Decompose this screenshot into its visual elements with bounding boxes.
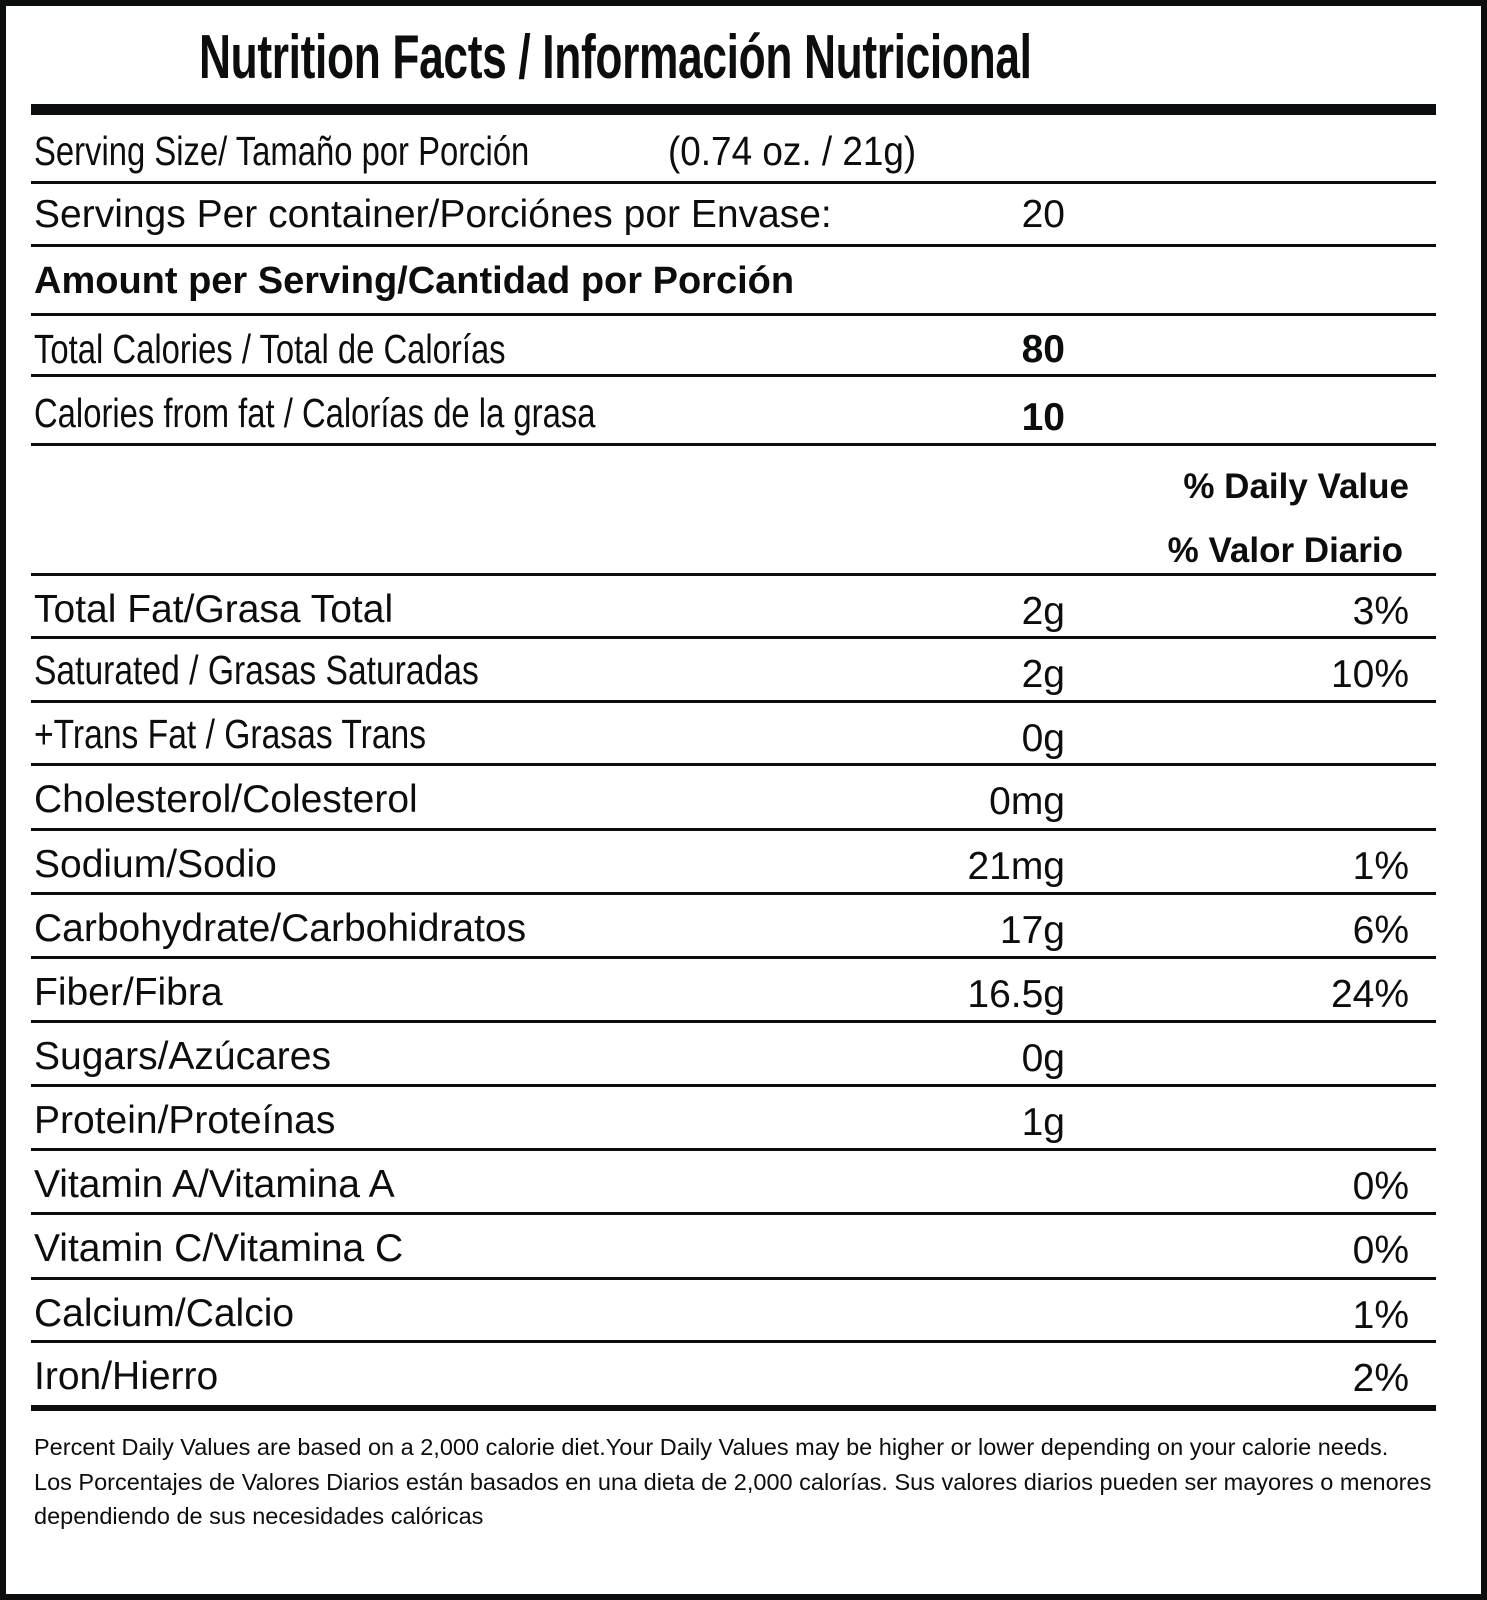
total-calories-value: 80 [1021,328,1065,371]
nutrient-amount: 0g [1021,1037,1065,1080]
nutrient-label: Cholesterol/Colesterol [34,778,418,821]
nutrient-amount: 0g [1021,717,1065,760]
nutrient-label-text: Saturated / Grasas Saturadas [34,647,479,693]
nutrient-label: Fiber/Fibra [34,971,223,1014]
servings-per-container-value: 20 [1021,193,1065,236]
divider [31,956,1436,959]
divider [31,828,1436,831]
footnote-en: Percent Daily Values are based on a 2,00… [34,1434,1389,1460]
nutrient-daily-value: 2% [1352,1357,1409,1400]
daily-value-header-es: % Valor Diario [1167,531,1403,570]
label-title: Nutrition Facts / Información Nutriciona… [199,23,1032,92]
divider [31,1340,1436,1343]
divider [31,443,1436,446]
nutrient-daily-value: 6% [1352,909,1409,952]
daily-value-header-en: % Daily Value [1183,467,1409,506]
amount-per-serving-heading: Amount per Serving/Cantidad por Porción [34,260,795,302]
total-calories-label: Total Calories / Total de Calorías [34,326,506,372]
footnote-es: Los Porcentajes de Valores Diarios están… [34,1468,1432,1530]
nutrient-label: Sugars/Azúcares [34,1035,331,1078]
divider [31,313,1436,316]
nutrient-amount: 16.5g [967,973,1065,1016]
nutrient-amount: 1g [1021,1101,1065,1144]
divider [31,1148,1436,1151]
servings-per-container-label: Servings Per container/Porciónes por Env… [34,193,832,236]
divider [31,1277,1436,1280]
divider [31,1084,1436,1087]
nutrient-label: Vitamin A/Vitamina A [34,1163,395,1206]
divider [31,1020,1436,1023]
nutrient-label: Vitamin C/Vitamina C [34,1227,404,1270]
nutrient-amount: 21mg [967,845,1065,888]
nutrient-daily-value: 24% [1330,973,1409,1016]
nutrient-daily-value: 0% [1352,1165,1409,1208]
nutrient-label: Total Fat/Grasa Total [34,588,394,631]
serving-size-value: (0.74 oz. / 21g) [668,128,917,174]
nutrient-amount: 17g [999,909,1065,952]
divider [31,700,1436,703]
thick-divider [31,104,1436,115]
divider [31,1212,1436,1215]
thick-divider [31,1405,1436,1411]
nutrient-label: Carbohydrate/Carbohidratos [34,907,527,950]
nutrient-label: Saturated / Grasas Saturadas [34,647,576,694]
nutrient-daily-value: 1% [1352,1294,1409,1337]
nutrient-amount: 2g [1021,590,1065,633]
nutrient-daily-value: 0% [1352,1229,1409,1272]
nutrient-daily-value: 1% [1352,845,1409,888]
nutrient-amount: 2g [1021,653,1065,696]
divider [31,374,1436,377]
nutrient-label: +Trans Fat / Grasas Trans [34,711,512,758]
nutrient-daily-value: 3% [1352,590,1409,633]
divider [31,636,1436,639]
nutrient-amount: 0mg [989,780,1065,823]
divider [31,181,1436,184]
serving-size-label: Serving Size/ Tamaño por Porción [34,128,530,174]
nutrient-label: Sodium/Sodio [34,843,277,886]
footnote: Percent Daily Values are based on a 2,00… [34,1430,1444,1534]
divider [31,763,1436,766]
divider [31,244,1436,247]
nutrient-label: Protein/Proteínas [34,1099,336,1142]
divider [31,892,1436,895]
nutrient-label-text: +Trans Fat / Grasas Trans [34,711,427,757]
nutrient-daily-value: 10% [1330,653,1409,696]
calories-from-fat-label: Calories from fat / Calorías de la grasa [34,390,596,436]
nutrient-label: Calcium/Calcio [34,1292,295,1335]
divider [31,573,1436,576]
nutrient-label: Iron/Hierro [34,1355,219,1398]
calories-from-fat-value: 10 [1021,396,1065,439]
